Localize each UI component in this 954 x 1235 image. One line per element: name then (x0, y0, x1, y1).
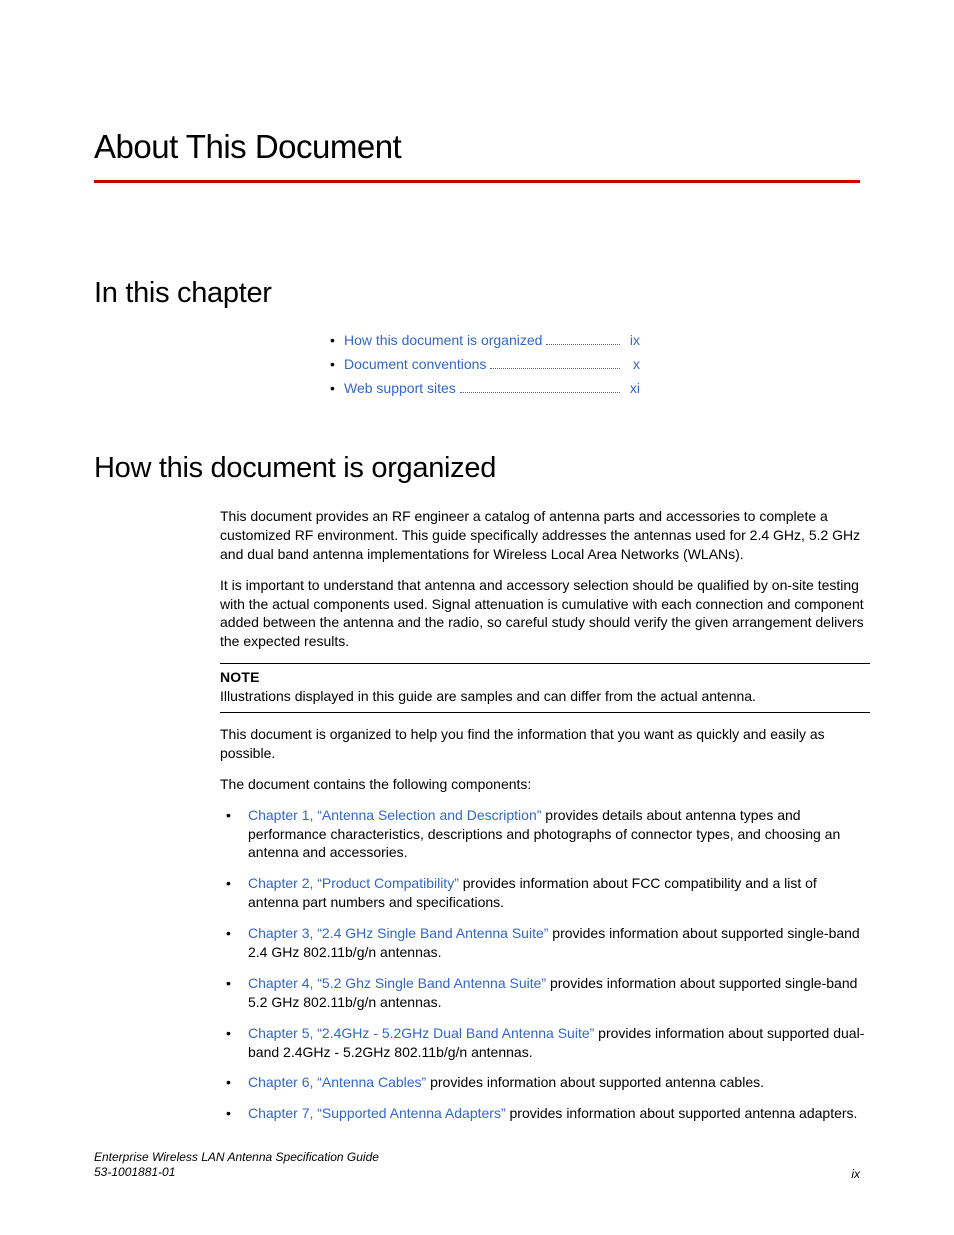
note-text: Illustrations displayed in this guide ar… (220, 687, 870, 706)
list-item: Chapter 1, “Antenna Selection and Descri… (244, 806, 870, 863)
paragraph: It is important to understand that anten… (220, 576, 870, 652)
chapter-link[interactable]: Chapter 4, “5.2 Ghz Single Band Antenna … (248, 975, 546, 991)
list-item: Chapter 5, “2.4GHz - 5.2GHz Dual Band An… (244, 1024, 870, 1062)
bullet-icon: • (330, 332, 344, 348)
chapter-link[interactable]: Chapter 1, “Antenna Selection and Descri… (248, 807, 541, 823)
page-title: About This Document (94, 128, 860, 166)
note-box: NOTE Illustrations displayed in this gui… (220, 663, 870, 713)
toc-leader (460, 392, 620, 393)
list-item: Chapter 3, “2.4 GHz Single Band Antenna … (244, 924, 870, 962)
chapter-link[interactable]: Chapter 5, “2.4GHz - 5.2GHz Dual Band An… (248, 1025, 594, 1041)
page-footer: Enterprise Wireless LAN Antenna Specific… (94, 1150, 860, 1181)
paragraph: This document provides an RF engineer a … (220, 507, 870, 564)
toc-page: x (624, 356, 640, 372)
chapter-toc: • How this document is organized ix • Do… (330, 332, 860, 396)
toc-link[interactable]: Web support sites (344, 380, 456, 396)
chapter-link[interactable]: Chapter 2, “Product Compatibility” (248, 875, 459, 891)
toc-leader (490, 368, 620, 369)
chapter-link[interactable]: Chapter 6, “Antenna Cables” (248, 1074, 426, 1090)
list-item-text: provides information about supported ant… (426, 1074, 764, 1090)
list-item: Chapter 2, “Product Compatibility” provi… (244, 874, 870, 912)
footer-doc-number: 53-1001881-01 (94, 1165, 379, 1181)
bullet-icon: • (330, 356, 344, 372)
list-item: Chapter 6, “Antenna Cables” provides inf… (244, 1073, 870, 1092)
toc-leader (546, 344, 620, 345)
list-item: Chapter 4, “5.2 Ghz Single Band Antenna … (244, 974, 870, 1012)
footer-doc-title: Enterprise Wireless LAN Antenna Specific… (94, 1150, 379, 1166)
section-organized: How this document is organized (94, 452, 860, 485)
note-label: NOTE (220, 668, 870, 687)
toc-page: ix (624, 332, 640, 348)
list-item: Chapter 7, “Supported Antenna Adapters” … (244, 1104, 870, 1123)
toc-item[interactable]: • How this document is organized ix (330, 332, 640, 348)
toc-item[interactable]: • Web support sites xi (330, 380, 640, 396)
toc-link[interactable]: How this document is organized (344, 332, 542, 348)
paragraph: This document is organized to help you f… (220, 725, 870, 763)
paragraph: The document contains the following comp… (220, 775, 870, 794)
component-list: Chapter 1, “Antenna Selection and Descri… (220, 806, 870, 1124)
body-content: This document provides an RF engineer a … (220, 507, 870, 1123)
footer-page-number: ix (851, 1167, 860, 1181)
toc-item[interactable]: • Document conventions x (330, 356, 640, 372)
chapter-link[interactable]: Chapter 3, “2.4 GHz Single Band Antenna … (248, 925, 548, 941)
footer-left: Enterprise Wireless LAN Antenna Specific… (94, 1150, 379, 1181)
list-item-text: provides information about supported ant… (506, 1105, 858, 1121)
chapter-link[interactable]: Chapter 7, “Supported Antenna Adapters” (248, 1105, 506, 1121)
bullet-icon: • (330, 380, 344, 396)
toc-link[interactable]: Document conventions (344, 356, 486, 372)
title-rule (94, 180, 860, 183)
section-in-this-chapter: In this chapter (94, 277, 860, 310)
toc-page: xi (624, 380, 640, 396)
